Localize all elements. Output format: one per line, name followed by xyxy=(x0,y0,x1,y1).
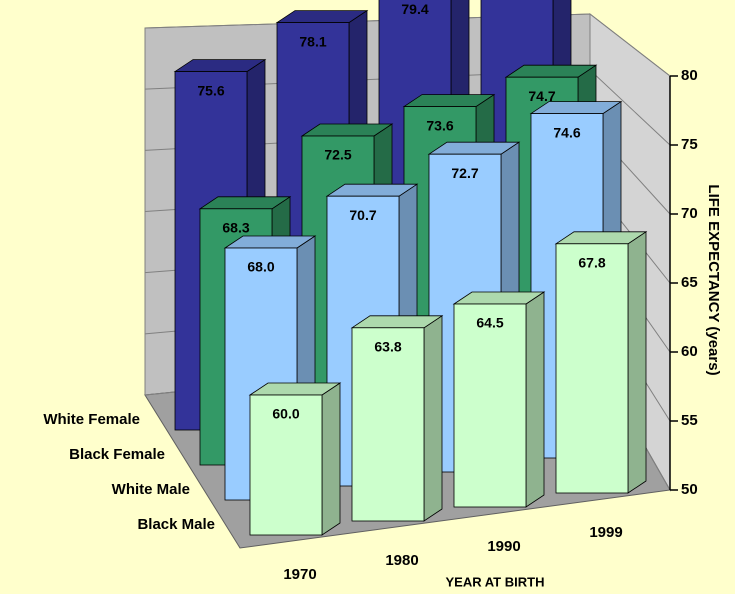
y-tick-label: 70 xyxy=(681,205,698,222)
y-tick-label: 65 xyxy=(681,274,698,291)
value-label: 72.7 xyxy=(451,165,478,181)
x-axis-title: YEAR AT BIRTH xyxy=(446,574,545,589)
bar xyxy=(555,243,629,494)
bar xyxy=(249,394,323,536)
value-label: 68.3 xyxy=(222,220,249,236)
y-tick-label: 55 xyxy=(681,412,698,429)
y-tick-label: 80 xyxy=(681,67,698,84)
y-tick-label: 75 xyxy=(681,136,698,153)
y-tick-label: 60 xyxy=(681,343,698,360)
y-axis-title: LIFE EXPECTANCY (years) xyxy=(705,184,722,375)
bar-side xyxy=(627,231,647,494)
value-label: 74.6 xyxy=(553,124,580,140)
bar-side xyxy=(423,315,443,522)
value-label: 70.7 xyxy=(349,207,376,223)
bar-side xyxy=(321,382,341,536)
value-label: 67.8 xyxy=(578,255,605,271)
legend-label: White Male xyxy=(112,481,190,498)
value-label: 68.0 xyxy=(247,259,274,275)
legend-label: White Female xyxy=(43,411,140,428)
value-label: 75.6 xyxy=(197,82,224,98)
value-label: 72.5 xyxy=(324,147,351,163)
x-tick-label: 1999 xyxy=(589,524,622,541)
bar-side xyxy=(525,291,545,508)
legend-label: Black Female xyxy=(69,446,165,463)
x-tick-label: 1970 xyxy=(283,566,316,583)
value-label: 60.0 xyxy=(272,406,299,422)
value-label: 78.1 xyxy=(299,33,326,49)
value-label: 73.6 xyxy=(426,117,453,133)
legend-label: Black Male xyxy=(137,516,215,533)
value-label: 63.8 xyxy=(374,339,401,355)
bar xyxy=(351,327,425,522)
value-label: 79.4 xyxy=(401,1,428,17)
x-tick-label: 1980 xyxy=(385,552,418,569)
value-label: 64.5 xyxy=(476,315,503,331)
bar xyxy=(453,303,527,508)
y-tick-label: 50 xyxy=(681,481,698,498)
x-tick-label: 1990 xyxy=(487,538,520,555)
value-label: 74.7 xyxy=(528,88,555,104)
